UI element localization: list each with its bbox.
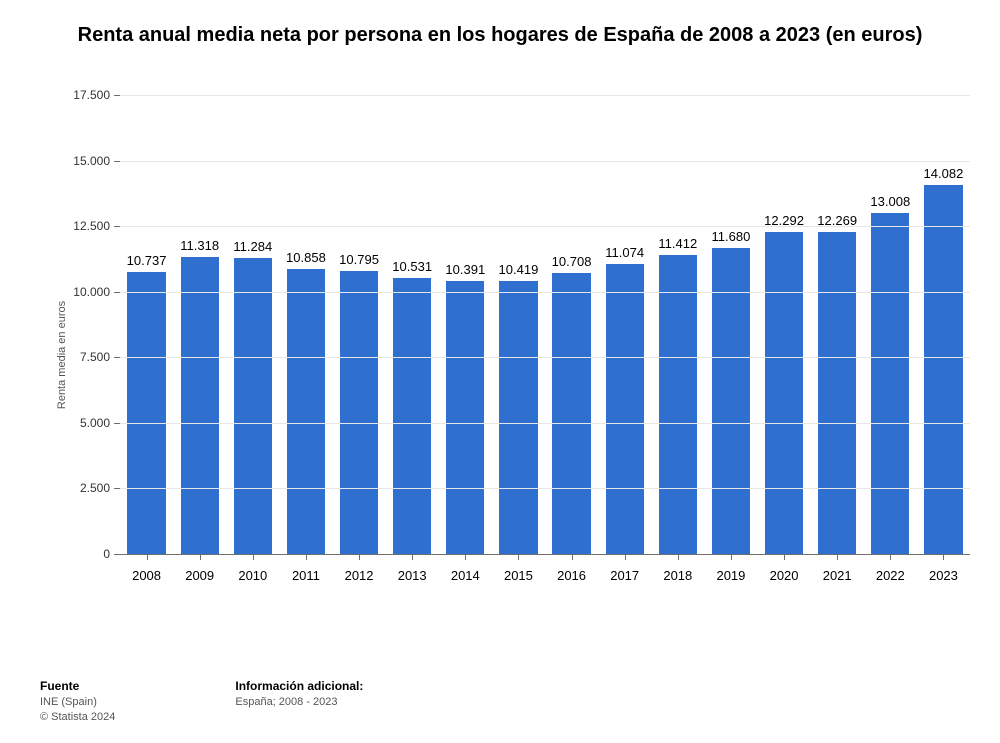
- bar-slot: 12.2922020: [758, 95, 811, 554]
- bar-value-label: 10.419: [499, 262, 539, 281]
- bar: [871, 213, 909, 554]
- bar-value-label: 11.318: [180, 238, 219, 257]
- y-tick-label: 12.500: [73, 219, 120, 233]
- y-tick-label: 5.000: [80, 416, 120, 430]
- grid-line: [120, 292, 970, 293]
- bar-slot: 10.7082016: [545, 95, 598, 554]
- bar-value-label: 13.008: [870, 194, 910, 213]
- chart-footer: Fuente INE (Spain) © Statista 2024 Infor…: [40, 679, 960, 725]
- bar: [924, 185, 962, 554]
- bar-slot: 11.2842010: [226, 95, 279, 554]
- bar-value-label: 10.391: [445, 262, 485, 281]
- bar: [659, 255, 697, 554]
- bar-slot: 13.0082022: [864, 95, 917, 554]
- x-tick-mark: [890, 554, 891, 560]
- bar: [127, 272, 165, 554]
- y-tick-label: 15.000: [73, 154, 120, 168]
- x-tick-mark: [678, 554, 679, 560]
- bar: [712, 248, 750, 554]
- bar-slot: 14.0822023: [917, 95, 970, 554]
- bar-slot: 10.7952012: [333, 95, 386, 554]
- x-tick-mark: [253, 554, 254, 560]
- copyright-line: © Statista 2024: [40, 710, 115, 725]
- bar-value-label: 12.269: [817, 213, 857, 232]
- y-tick-label: 7.500: [80, 350, 120, 364]
- bar-value-label: 11.284: [233, 239, 272, 258]
- y-axis-label: Renta media en euros: [56, 301, 68, 409]
- grid-line: [120, 95, 970, 96]
- bar-slot: 10.7372008: [120, 95, 173, 554]
- bar-value-label: 10.795: [339, 252, 379, 271]
- grid-line: [120, 423, 970, 424]
- x-tick-mark: [731, 554, 732, 560]
- source-title: Fuente: [40, 679, 115, 693]
- x-tick-mark: [147, 554, 148, 560]
- bar-value-label: 11.680: [712, 229, 751, 248]
- x-tick-mark: [412, 554, 413, 560]
- bar: [818, 232, 856, 554]
- bar-slot: 10.5312013: [386, 95, 439, 554]
- grid-line: [120, 357, 970, 358]
- bar-value-label: 14.082: [924, 166, 964, 185]
- bar-value-label: 10.858: [286, 250, 326, 269]
- bar: [234, 258, 272, 554]
- x-tick-mark: [625, 554, 626, 560]
- bar: [181, 257, 219, 554]
- bar-slot: 11.6802019: [704, 95, 757, 554]
- bar-slot: 12.2692021: [811, 95, 864, 554]
- y-tick-label: 10.000: [73, 285, 120, 299]
- chart-area: Renta media en euros 10.737200811.318200…: [50, 95, 970, 615]
- y-tick-label: 0: [103, 547, 120, 561]
- x-tick-mark: [518, 554, 519, 560]
- bar-slot: 10.8582011: [279, 95, 332, 554]
- source-block: Fuente INE (Spain) © Statista 2024: [40, 679, 115, 725]
- info-title: Información adicional:: [235, 679, 363, 693]
- grid-line: [120, 488, 970, 489]
- bar: [499, 281, 537, 554]
- bar-slot: 11.4122018: [651, 95, 704, 554]
- bar-value-label: 12.292: [764, 213, 804, 232]
- bar-value-label: 11.074: [605, 245, 644, 264]
- x-tick-mark: [306, 554, 307, 560]
- info-line: España; 2008 - 2023: [235, 695, 363, 710]
- bar-value-label: 10.531: [392, 259, 432, 278]
- bars-group: 10.737200811.318200911.284201010.8582011…: [120, 95, 970, 554]
- x-tick-mark: [572, 554, 573, 560]
- bar: [446, 281, 484, 554]
- bar: [393, 278, 431, 554]
- bar-slot: 11.3182009: [173, 95, 226, 554]
- bar-value-label: 11.412: [658, 236, 697, 255]
- bar-slot: 11.0742017: [598, 95, 651, 554]
- plot-area: 10.737200811.318200911.284201010.8582011…: [120, 95, 970, 555]
- chart-title: Renta anual media neta por persona en lo…: [0, 0, 1000, 48]
- grid-line: [120, 161, 970, 162]
- info-block: Información adicional: España; 2008 - 20…: [235, 679, 363, 725]
- chart-container: Renta anual media neta por persona en lo…: [0, 0, 1000, 743]
- bar-value-label: 10.708: [552, 254, 592, 273]
- bar: [340, 271, 378, 554]
- x-tick-mark: [465, 554, 466, 560]
- bar: [765, 232, 803, 554]
- x-tick-mark: [200, 554, 201, 560]
- bar-slot: 10.3912014: [439, 95, 492, 554]
- bar-slot: 10.4192015: [492, 95, 545, 554]
- x-tick-mark: [943, 554, 944, 560]
- x-tick-mark: [837, 554, 838, 560]
- x-tick-mark: [784, 554, 785, 560]
- source-line: INE (Spain): [40, 695, 115, 710]
- y-tick-label: 17.500: [73, 88, 120, 102]
- y-tick-label: 2.500: [80, 481, 120, 495]
- grid-line: [120, 226, 970, 227]
- x-tick-mark: [359, 554, 360, 560]
- bar: [552, 273, 590, 554]
- bar: [606, 264, 644, 554]
- bar-value-label: 10.737: [127, 253, 167, 272]
- bar: [287, 269, 325, 554]
